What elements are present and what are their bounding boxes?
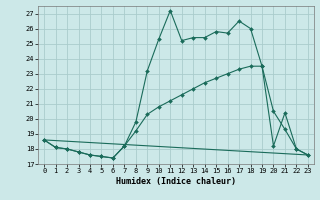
X-axis label: Humidex (Indice chaleur): Humidex (Indice chaleur) — [116, 177, 236, 186]
